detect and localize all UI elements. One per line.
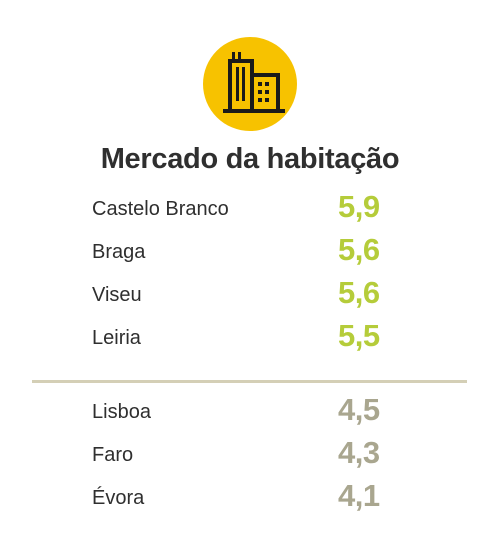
city-name: Braga: [92, 241, 146, 263]
list-item: Braga 5,6: [0, 228, 500, 268]
list-item: Évora 4,1: [0, 474, 500, 514]
page-title: Mercado da habitação: [100, 143, 400, 175]
city-value: 5,9: [338, 189, 380, 224]
city-name: Évora: [92, 487, 145, 509]
buildings-icon-badge: [203, 37, 297, 131]
city-value: 4,1: [338, 478, 380, 513]
list-item: Leiria 5,5: [0, 314, 500, 354]
city-name: Viseu: [92, 284, 142, 306]
city-name: Faro: [92, 444, 134, 466]
city-value: 5,6: [338, 275, 380, 310]
city-value: 4,5: [338, 392, 380, 427]
city-name: Leiria: [92, 327, 141, 349]
buildings-icon: [223, 52, 285, 113]
list-item: Viseu 5,6: [0, 271, 500, 311]
city-value: 5,6: [338, 232, 380, 267]
city-name: Lisboa: [92, 401, 151, 423]
list-item: Castelo Branco 5,9: [0, 185, 500, 225]
list-item: Lisboa 4,5: [0, 388, 500, 428]
list-item: Faro 4,3: [0, 431, 500, 471]
group-divider: [32, 380, 467, 383]
city-value: 4,3: [338, 435, 380, 470]
city-name: Castelo Branco: [92, 198, 229, 220]
city-value: 5,5: [338, 318, 380, 353]
